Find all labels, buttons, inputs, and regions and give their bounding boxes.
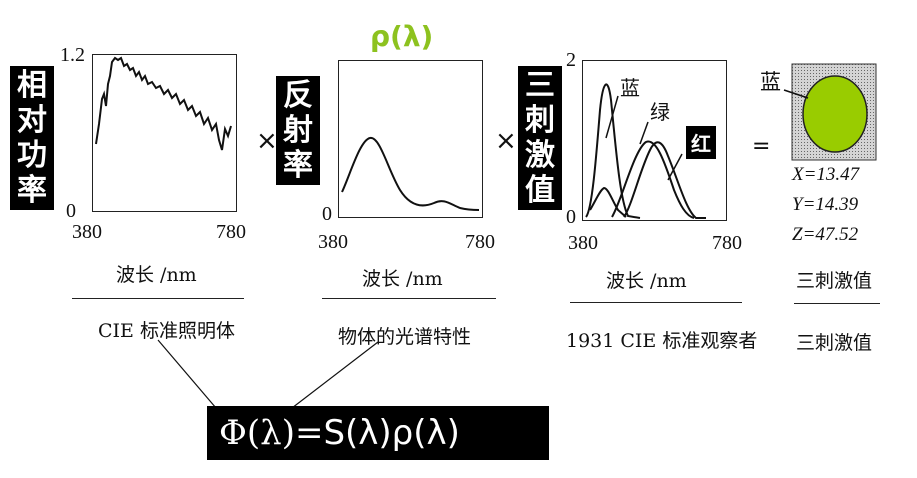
panel1-divider [72,298,244,299]
panel3-xmin: 380 [568,232,598,254]
panel1-spectrum-curve [95,56,232,151]
times-operator-1: × [256,126,278,156]
result-divider [794,303,880,304]
blue-secondary-curve [589,186,627,218]
panel2-caption: 物体的光谱特性 [338,326,472,348]
panel3-side-label: 三 刺 激 值 [518,66,562,210]
green-curve-label: 绿 [650,102,670,124]
panel2-ymin: 0 [322,203,332,225]
color-swatch [783,63,877,161]
green-cmf-curve [611,140,695,219]
panel2-side-label: 反 射 率 [276,76,320,185]
panel1-ymax: 1.2 [60,44,85,66]
panel2-xmax: 780 [465,231,495,253]
label-char: 激 [525,138,555,173]
label-char: 三 [525,68,555,103]
tristimulus-z: Z=47.52 [792,224,859,245]
panel1-xmin: 380 [72,221,102,243]
formula-box: Φ(λ)=S(λ)ρ(λ) [207,406,549,460]
label-char: 功 [17,138,47,173]
panel2-divider [322,298,496,299]
label-char: 射 [283,113,313,148]
panel1-caption: CIE 标准照明体 [98,320,235,342]
label-char: 对 [17,103,47,138]
label-char: 率 [283,148,313,183]
panel2-top-label: ρ(λ) [370,20,434,53]
label-char: 相 [17,68,47,103]
label-char: 刺 [525,103,555,138]
panel1-xmax: 780 [216,221,246,243]
tristimulus-x: X=13.47 [792,164,860,185]
panel1-xlabel: 波长 /nm [116,264,197,286]
formula-product: S(λ)ρ(λ) [323,413,460,453]
tristimulus-y: Y=14.39 [792,194,859,215]
panel2-xlabel: 波长 /nm [362,268,443,290]
panel2-reflectance-curve [341,137,480,211]
red-curve-label: 红 [686,126,716,159]
panel3-caption: 1931 CIE 标准观察者 [566,330,758,352]
panel2-xmin: 380 [318,231,348,253]
label-char: 值 [525,173,555,208]
panel2-plot-frame [338,60,483,218]
red-cmf-curve [623,141,706,219]
swatch-label: 蓝 [760,70,781,94]
times-operator-2: × [495,126,517,156]
blue-cmf-curve [585,83,641,219]
label-char: 反 [283,78,313,113]
panel1-plot-frame [92,54,237,212]
result-caption-1: 三刺激值 [796,270,873,292]
panel3-divider [570,302,742,303]
panel1-side-label: 相 对 功 率 [10,66,54,210]
label-char: 率 [17,173,47,208]
result-caption-2: 三刺激值 [796,332,873,354]
formula-phi: Φ(λ)= [219,413,324,453]
panel3-xlabel: 波长 /nm [606,270,687,292]
panel3-ymin: 0 [566,206,576,228]
blue-curve-label: 蓝 [620,78,640,100]
panel3-xmax: 780 [712,232,742,254]
panel3-plot-frame [582,60,727,221]
panel3-ymax: 2 [566,49,576,71]
panel1-ymin: 0 [66,200,76,222]
equals-operator: = [752,134,771,159]
panel3-cmf-curves [585,83,706,219]
